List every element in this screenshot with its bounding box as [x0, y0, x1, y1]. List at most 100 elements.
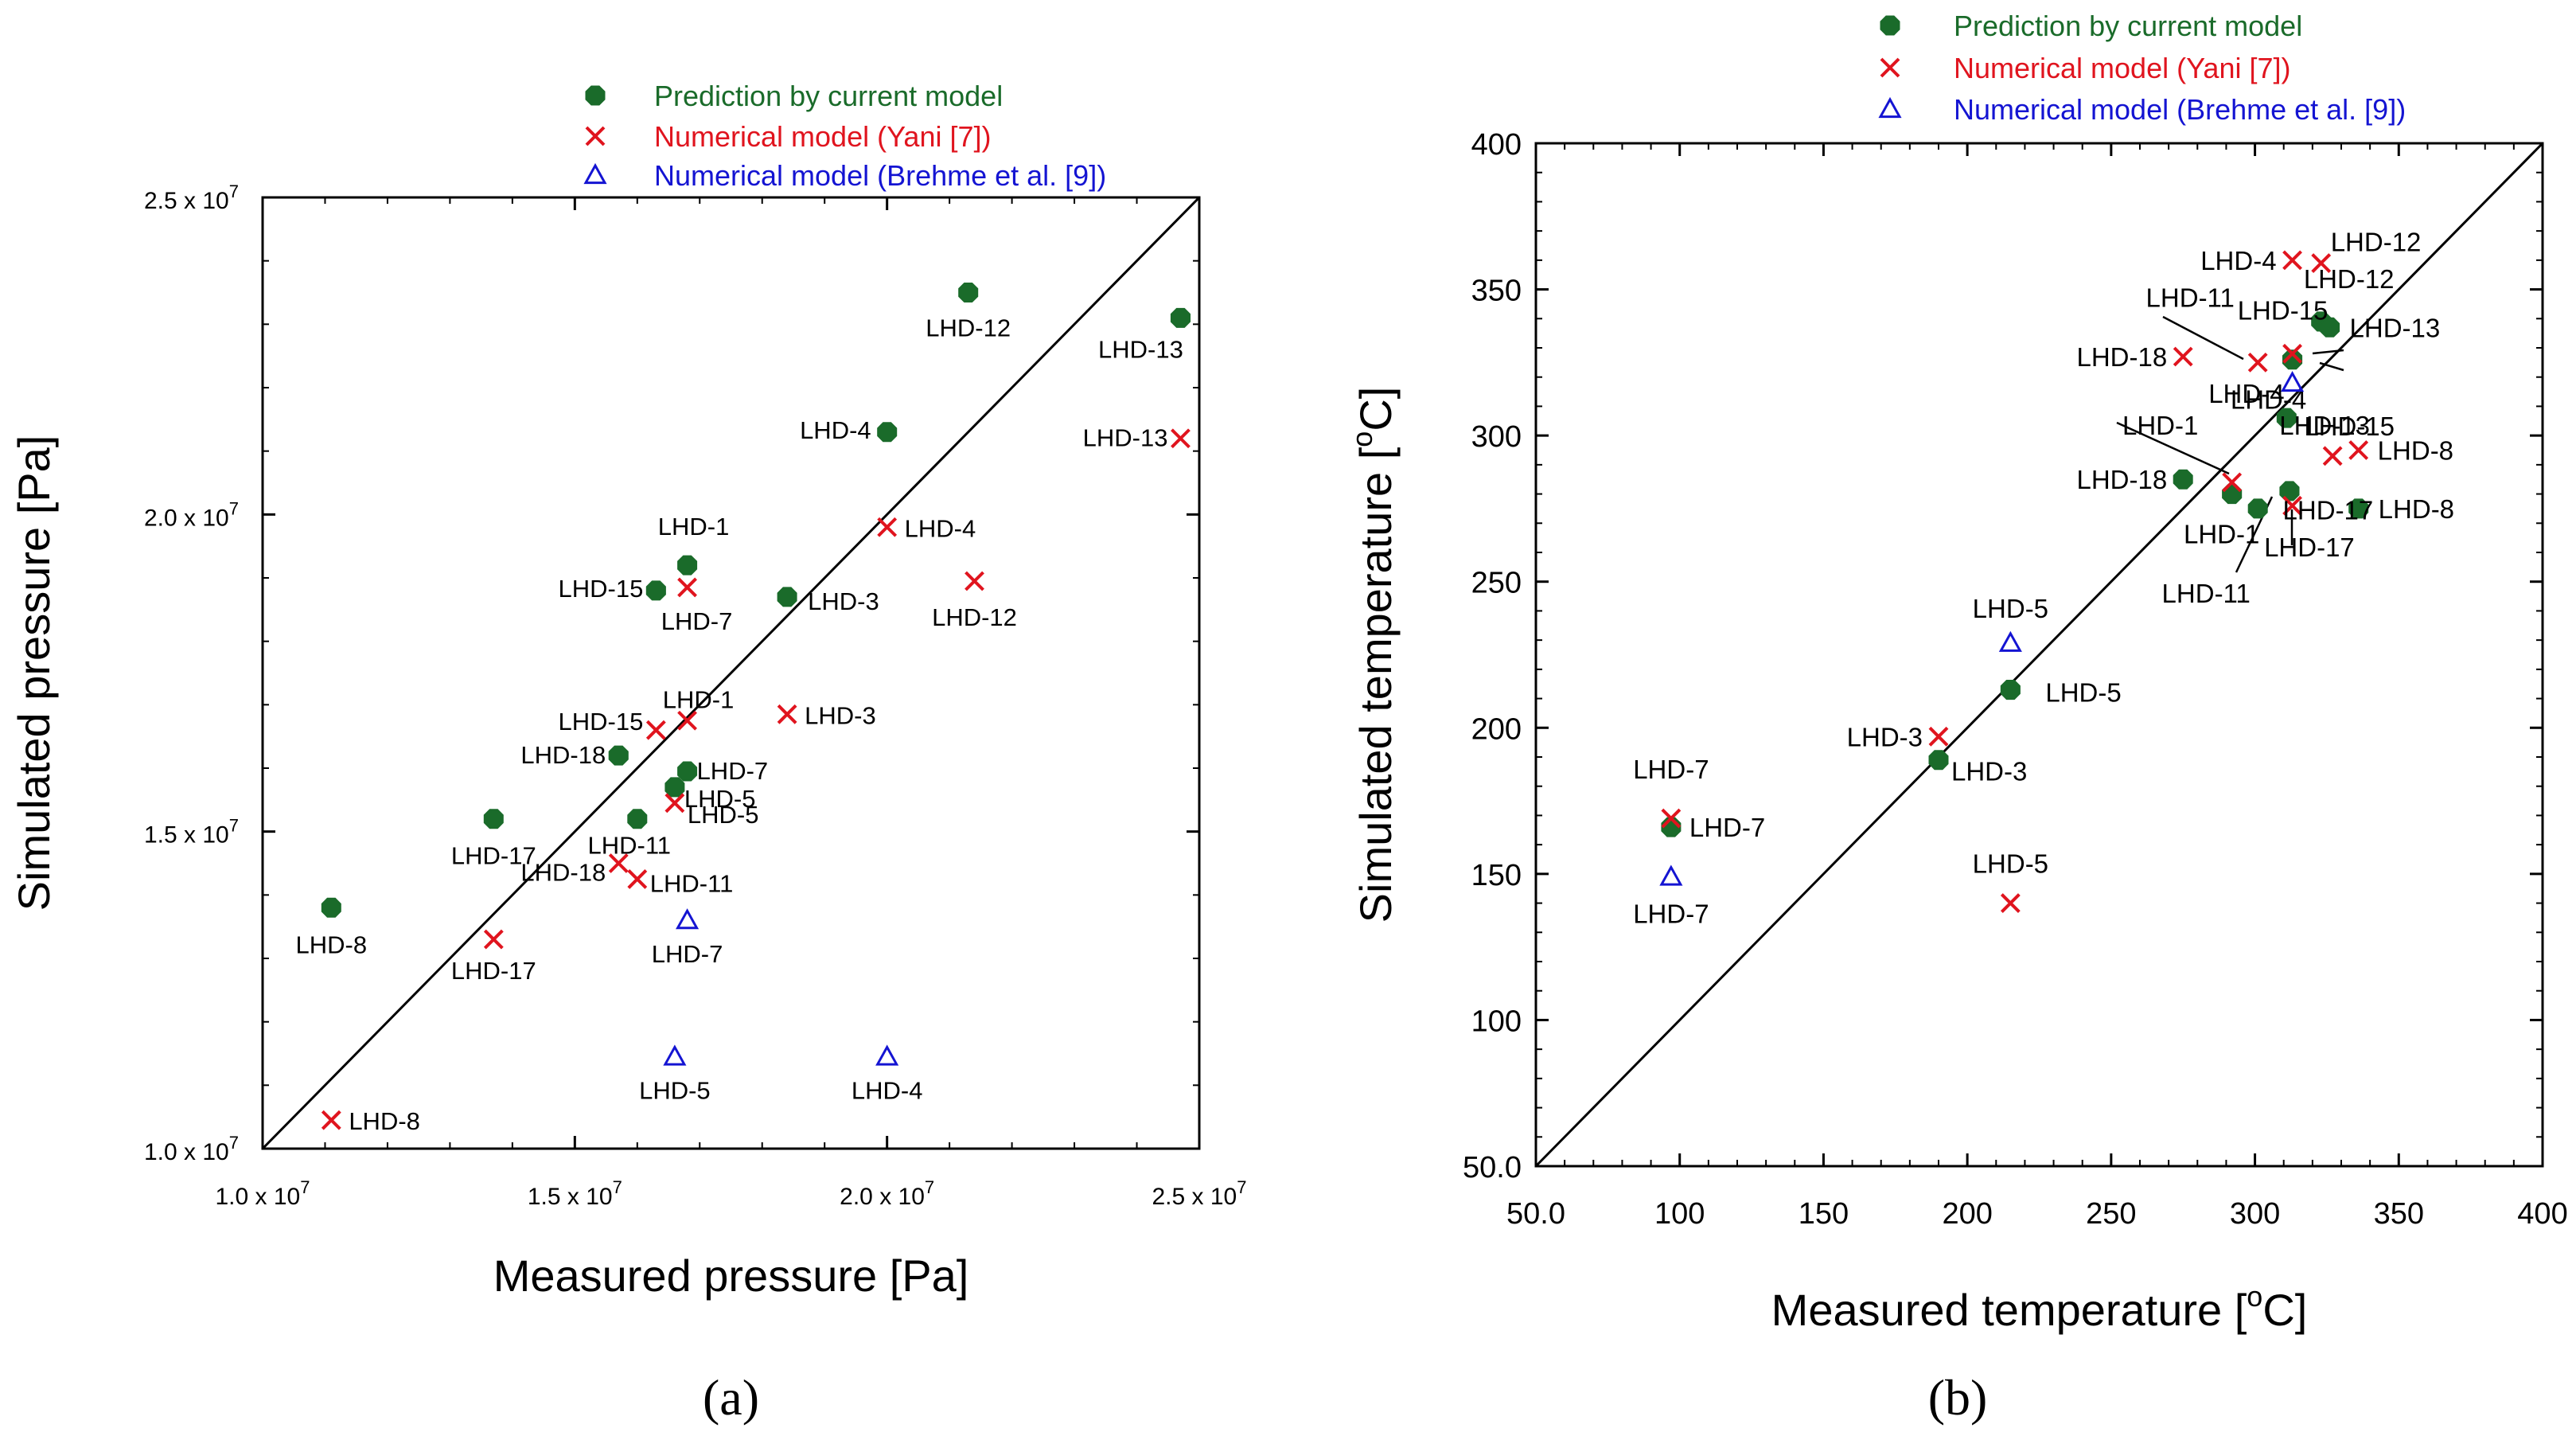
data-point-x — [608, 853, 629, 873]
y-tick-label: 1.5 x 107 — [144, 816, 239, 849]
data-point-circle — [777, 587, 797, 607]
x-tick-label: 2.0 x 107 — [840, 1177, 934, 1210]
data-point-circle — [2276, 408, 2297, 428]
data-label: LHD-8 — [296, 931, 368, 958]
data-label: LHD-17 — [451, 842, 536, 870]
data-point-x — [2348, 440, 2369, 460]
data-point-circle — [2173, 469, 2193, 490]
y-tick-label: 300 — [1471, 420, 1522, 454]
data-point-x — [1171, 428, 1191, 449]
data-label: LHD-4 — [905, 514, 976, 542]
data-point-x — [2000, 893, 2021, 913]
data-label: LHD-13 — [1083, 424, 1168, 452]
data-label: LHD-17 — [2283, 495, 2374, 525]
reference-line-y-equals-x — [261, 196, 1201, 1150]
reference-line-y-equals-x — [1534, 142, 2544, 1168]
data-point-circle — [645, 580, 666, 601]
data-point-circle — [2247, 498, 2268, 519]
data-label: LHD-8 — [2379, 494, 2454, 524]
data-label: LHD-3 — [1847, 722, 1923, 751]
data-point-triangle — [1998, 630, 2022, 652]
data-label: LHD-5 — [2045, 678, 2121, 708]
legend-entry: Prediction by current model — [1954, 10, 2302, 42]
x-tick-label: 300 — [2230, 1197, 2280, 1231]
y-tick-label: 200 — [1471, 712, 1522, 746]
legend-marker — [585, 126, 606, 146]
data-point-circle — [1928, 750, 1949, 771]
plot-frame — [261, 196, 1201, 1150]
plot-frame — [1534, 142, 2544, 1168]
data-point-x — [677, 577, 697, 598]
data-point-x — [677, 710, 697, 731]
data-label: LHD-15 — [559, 575, 644, 603]
data-label: LHD-3 — [1951, 757, 2027, 786]
data-point-circle — [677, 761, 698, 782]
data-label: LHD-13 — [1098, 335, 1183, 363]
data-point-x — [645, 720, 666, 740]
data-point-x — [483, 929, 504, 950]
y-tick-label: 250 — [1471, 567, 1522, 600]
x-axis-title: Measured pressure [Pa] — [493, 1251, 969, 1301]
x-tick-label: 150 — [1799, 1197, 1849, 1231]
data-label: LHD-5 — [1973, 849, 2048, 879]
y-tick-label: 400 — [1471, 128, 1522, 162]
data-point-x — [2282, 343, 2302, 364]
legend-marker — [583, 162, 607, 185]
x-tick-label: 400 — [2517, 1197, 2567, 1231]
x-tick-label: 350 — [2374, 1197, 2424, 1231]
data-point-x — [2247, 352, 2268, 373]
y-tick-label: 150 — [1471, 859, 1522, 892]
legend-entry: Prediction by current model — [654, 80, 1003, 112]
data-point-circle — [483, 809, 504, 829]
legend-marker — [1878, 96, 1902, 119]
y-tick-label: 1.0 x 107 — [144, 1133, 239, 1165]
legend-marker — [585, 85, 606, 106]
panel-a-chart: 1.0 x 107 1.0 x 107 1.5 x 107 1.5 x 107 2.0 … — [9, 80, 1247, 1426]
data-point-circle — [2348, 498, 2369, 519]
data-label: LHD-15 — [2238, 295, 2329, 325]
data-label: LHD-18 — [2076, 465, 2167, 494]
data-label: LHD-3 — [808, 587, 879, 615]
data-label: LHD-12 — [926, 314, 1011, 342]
data-label: LHD-18 — [520, 859, 606, 887]
data-point-circle — [2282, 349, 2303, 370]
data-label: LHD-1 — [658, 513, 730, 540]
data-label: LHD-7 — [652, 940, 723, 968]
x-tick-label: 1.0 x 107 — [216, 1177, 310, 1210]
leader-line — [2319, 361, 2344, 372]
data-point-circle — [321, 897, 341, 918]
data-point-x — [2173, 346, 2193, 367]
data-label: LHD-17 — [451, 957, 536, 985]
data-label: LHD-15 — [559, 708, 644, 736]
data-label: LHD-15 — [2304, 412, 2395, 441]
data-point-x — [1661, 808, 1682, 829]
data-label: LHD-4 — [852, 1076, 923, 1104]
data-label: LHD-11 — [2162, 579, 2251, 608]
panel-b-chart: 50.0 50.0 100 100 150 150 200 200 250 250 300 300 35… — [1346, 10, 2568, 1426]
y-tick-label: 100 — [1471, 1005, 1522, 1038]
y-tick-label: 50.0 — [1463, 1151, 1522, 1184]
x-tick-label: 1.5 x 107 — [528, 1177, 622, 1210]
data-label: LHD-12 — [2331, 228, 2422, 257]
data-point-circle — [2000, 680, 2021, 700]
data-label: LHD-1 — [2122, 411, 2198, 440]
data-point-circle — [664, 777, 685, 798]
leader-line — [2162, 315, 2244, 361]
x-tick-label: 2.5 x 107 — [1152, 1177, 1247, 1210]
data-point-x — [2222, 472, 2243, 493]
data-point-x — [877, 517, 898, 537]
data-label: LHD-13 — [2350, 313, 2441, 342]
data-point-x — [664, 793, 685, 814]
data-point-circle — [677, 555, 698, 576]
data-label: LHD-7 — [1689, 813, 1765, 842]
data-point-circle — [627, 809, 648, 829]
data-label: LHD-18 — [2076, 342, 2167, 372]
data-label: LHD-7 — [661, 607, 733, 635]
panel-a-caption: (a) — [703, 1369, 759, 1426]
data-label: LHD-7 — [1633, 899, 1709, 929]
data-point-circle — [958, 283, 979, 302]
x-tick-label: 50.0 — [1506, 1197, 1565, 1231]
legend-entry: Numerical model (Yani [7]) — [1954, 52, 2290, 84]
data-point-x — [2282, 495, 2302, 516]
legend-entry: Numerical model (Brehme et al. [9]) — [654, 159, 1106, 192]
